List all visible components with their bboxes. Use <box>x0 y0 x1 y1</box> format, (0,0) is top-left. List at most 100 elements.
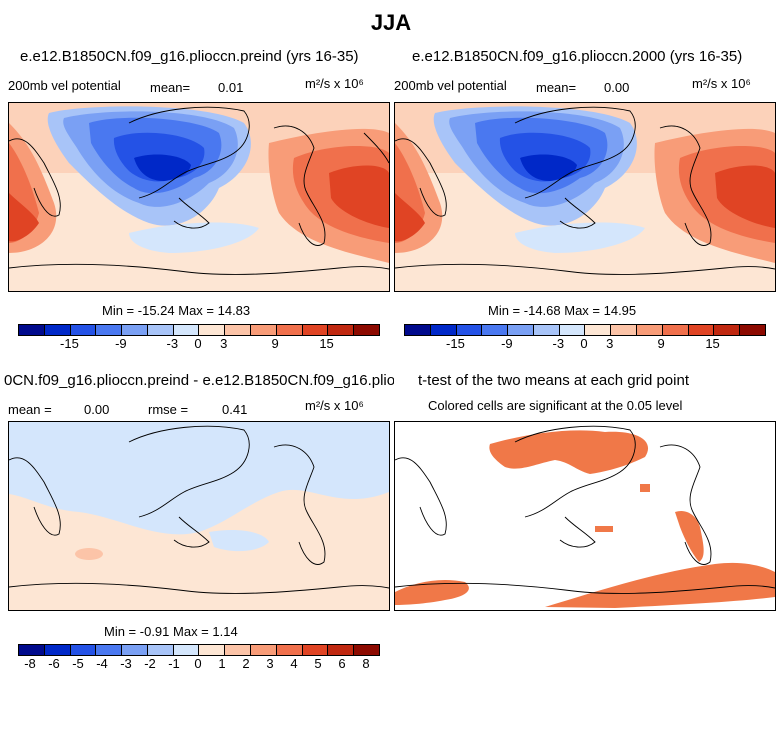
colorbar-box <box>585 325 612 335</box>
colorbar-tick-label: 5 <box>314 656 322 671</box>
colorbar-tick-label: -15 <box>446 336 465 351</box>
colorbar-box <box>96 645 123 655</box>
colorbar-box <box>508 325 534 335</box>
panel2-field <box>395 103 775 291</box>
colorbar-box <box>276 645 303 655</box>
colorbar-tick-label: -3 <box>166 336 179 351</box>
colorbar-tick-label: -3 <box>120 656 132 671</box>
panel3-colorbar <box>18 644 380 656</box>
colorbar-box <box>251 325 277 335</box>
colorbar-tick-label: 1 <box>218 656 226 671</box>
colorbar-box <box>199 325 226 335</box>
colorbar-tick-label: 3 <box>266 656 274 671</box>
colorbar-box <box>225 325 252 335</box>
colorbar-box <box>405 325 431 335</box>
panel1-field <box>9 103 389 291</box>
colorbar-box <box>96 325 123 335</box>
colorbar-tick-label: -3 <box>552 336 565 351</box>
panel3-colorbar-ticks: -8 -6 -5 -4 -3 -2 -1 0 1 2 3 4 5 6 8 <box>18 656 378 672</box>
panel4-title: t-test of the two means at each grid poi… <box>418 372 689 389</box>
colorbar-tick-label: 3 <box>220 336 228 351</box>
colorbar-tick-label: -1 <box>168 656 180 671</box>
colorbar-box <box>70 645 97 655</box>
colorbar-box <box>147 645 174 655</box>
panel3-minmax: Min = -0.91 Max = 1.14 <box>104 624 238 639</box>
panel3-title: 0CN.f09_g16.plioccn.preind - e.e12.B1850… <box>4 372 394 389</box>
colorbar-box <box>225 645 252 655</box>
panel3-field <box>9 422 389 610</box>
panel2-title: e.e12.B1850CN.f09_g16.plioccn.2000 (yrs … <box>412 48 743 65</box>
colorbar-tick-label: 2 <box>242 656 250 671</box>
panel2-variable-label: 200mb vel potential <box>394 78 507 93</box>
panel3-mean-label: mean = <box>8 402 52 417</box>
panel1-map <box>8 102 390 292</box>
colorbar-box <box>44 645 71 655</box>
colorbar-box <box>328 325 355 335</box>
colorbar-tick-label: 9 <box>271 336 279 351</box>
colorbar-tick-label: 3 <box>606 336 614 351</box>
colorbar-tick-label: -15 <box>60 336 79 351</box>
colorbar-box <box>251 645 277 655</box>
colorbar-box <box>70 325 97 335</box>
colorbar-box <box>354 645 379 655</box>
colorbar-box <box>559 325 586 335</box>
colorbar-tick-label: 0 <box>194 656 202 671</box>
figure-title: JJA <box>370 10 412 35</box>
panel3-map <box>8 421 390 611</box>
colorbar-tick-label: 0 <box>194 336 202 351</box>
colorbar-box <box>456 325 483 335</box>
colorbar-box <box>714 325 741 335</box>
panel1-mean-label: mean= <box>150 80 191 95</box>
panel1-mean-value: 0.01 <box>218 80 244 95</box>
colorbar-box <box>662 325 689 335</box>
panel1-colorbar <box>18 324 380 336</box>
panel2-minmax: Min = -14.68 Max = 14.95 <box>488 303 637 318</box>
colorbar-tick-label: -2 <box>144 656 156 671</box>
colorbar-box <box>44 325 71 335</box>
panel2-units: m²/s x 10⁶ <box>692 76 751 91</box>
panel3-units: m²/s x 10⁶ <box>305 398 364 413</box>
colorbar-tick-label: -4 <box>96 656 108 671</box>
colorbar-box <box>482 325 509 335</box>
colorbar-tick-label: 9 <box>657 336 665 351</box>
colorbar-box <box>19 645 45 655</box>
colorbar-box <box>122 325 148 335</box>
colorbar-tick-label: -9 <box>501 336 513 351</box>
panel3-rmse-label: rmse = <box>148 402 189 417</box>
colorbar-box <box>122 645 148 655</box>
panel2-map <box>394 102 776 292</box>
colorbar-box <box>637 325 663 335</box>
colorbar-box <box>430 325 457 335</box>
colorbar-tick-label: -6 <box>48 656 60 671</box>
colorbar-box <box>354 325 379 335</box>
colorbar-tick-label: -5 <box>72 656 84 671</box>
panel2-mean-label: mean= <box>536 80 577 95</box>
colorbar-tick-label: 15 <box>705 336 720 351</box>
colorbar-box <box>328 645 355 655</box>
panel4-field <box>395 422 775 610</box>
panel1-colorbar-ticks: -15 -9 -3 0 3 9 15 <box>18 336 378 352</box>
colorbar-box <box>302 325 329 335</box>
panel1-variable-label: 200mb vel potential <box>8 78 121 93</box>
colorbar-box <box>19 325 45 335</box>
panel1-units: m²/s x 10⁶ <box>305 76 364 91</box>
colorbar-tick-label: -9 <box>115 336 127 351</box>
colorbar-box <box>740 325 765 335</box>
colorbar-box <box>302 645 329 655</box>
panel4-map <box>394 421 776 611</box>
colorbar-box <box>611 325 638 335</box>
colorbar-box <box>173 325 200 335</box>
colorbar-tick-label: 15 <box>319 336 334 351</box>
colorbar-tick-label: -8 <box>24 656 36 671</box>
colorbar-tick-label: 8 <box>362 656 370 671</box>
colorbar-tick-label: 6 <box>338 656 346 671</box>
colorbar-box <box>199 645 226 655</box>
colorbar-box <box>533 325 560 335</box>
colorbar-box <box>147 325 174 335</box>
colorbar-tick-label: 0 <box>580 336 588 351</box>
panel2-colorbar <box>404 324 766 336</box>
colorbar-box <box>173 645 200 655</box>
panel2-mean-value: 0.00 <box>604 80 630 95</box>
panel3-mean-value: 0.00 <box>84 402 110 417</box>
colorbar-box <box>276 325 303 335</box>
